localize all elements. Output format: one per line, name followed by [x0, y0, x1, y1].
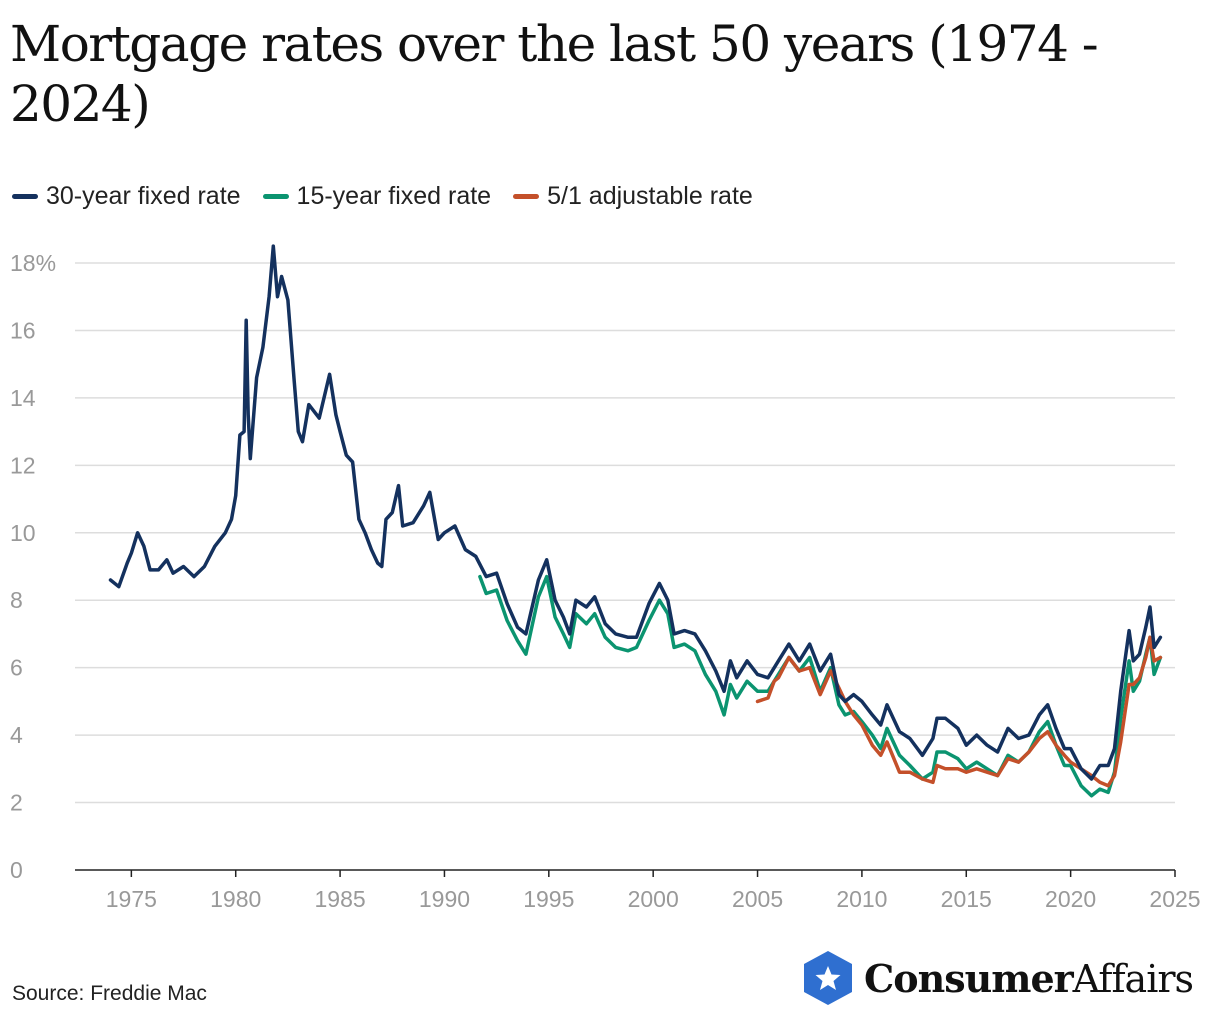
legend-swatch-5-1-arm	[513, 194, 540, 199]
logo-wordmark: ConsumerAffairs	[864, 955, 1194, 1001]
y-tick-label: 2	[10, 790, 23, 816]
x-axis-ticks: 1975 1980 1985 1990 1995 2000 2005 2010 2015 2020…	[106, 870, 1201, 912]
y-tick-label: 6	[10, 655, 23, 681]
x-tick-label: 2025	[1149, 886, 1200, 912]
legend-item-5-1-arm: 5/1 adjustable rate	[513, 182, 753, 211]
legend-label-30-year: 30-year fixed rate	[46, 182, 241, 210]
x-tick-label: 2005	[732, 886, 783, 912]
series-line-2	[755, 635, 1163, 788]
y-tick-label: 18%	[10, 250, 56, 276]
star-badge-icon	[804, 951, 852, 1005]
y-tick-label: 14	[10, 385, 36, 411]
y-axis-ticks: 18% 16 14 12 10 8 6 4 2 0	[10, 250, 56, 883]
series-line-1	[478, 574, 1163, 798]
y-tick-label: 4	[10, 722, 23, 748]
y-tick-label: 8	[10, 587, 23, 613]
legend-label-5-1-arm: 5/1 adjustable rate	[547, 182, 753, 210]
y-tick-label: 12	[10, 452, 36, 478]
series-lines	[108, 244, 1163, 798]
chart-title: Mortgage rates over the last 50 years (1…	[10, 15, 1099, 133]
legend-swatch-30-year	[12, 194, 38, 199]
legend-item-15-year: 15-year fixed rate	[262, 182, 492, 211]
y-tick-label: 16	[10, 317, 36, 343]
x-tick-label: 1995	[523, 886, 574, 912]
gridlines	[75, 262, 1175, 804]
y-tick-label: 10	[10, 520, 36, 546]
consumeraffairs-logo: ConsumerAffairs	[802, 950, 1194, 1006]
x-tick-label: 1975	[106, 886, 157, 912]
x-tick-label: 2010	[836, 886, 887, 912]
x-tick-label: 2015	[941, 886, 992, 912]
legend-item-30-year: 30-year fixed rate	[12, 182, 241, 211]
series-line-0	[108, 244, 1163, 781]
x-tick-label: 1990	[419, 886, 470, 912]
x-tick-label: 2020	[1045, 886, 1096, 912]
legend-label-15-year: 15-year fixed rate	[296, 182, 492, 210]
y-tick-label: 0	[10, 857, 23, 883]
x-tick-label: 2000	[628, 886, 679, 912]
legend-swatch-15-year	[262, 194, 289, 199]
x-tick-label: 1980	[210, 886, 261, 912]
x-tick-label: 1985	[314, 886, 365, 912]
legend: 30-year fixed rate 15-year fixed rate 5/…	[12, 182, 753, 211]
source-note: Source: Freddie Mac	[12, 982, 207, 1005]
